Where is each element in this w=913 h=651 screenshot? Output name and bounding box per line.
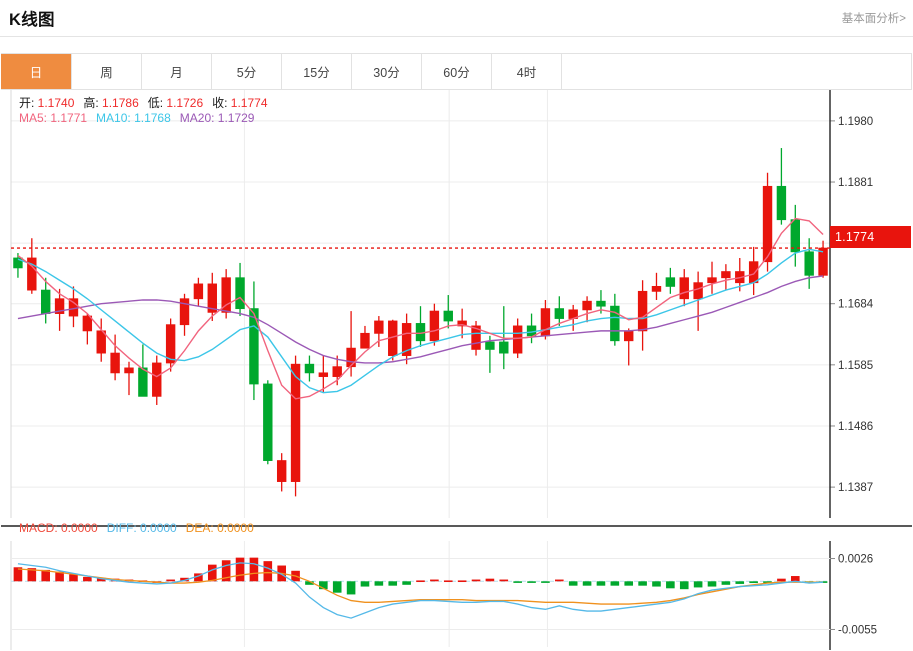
svg-text:1.1486: 1.1486 [838, 421, 873, 433]
fundamental-analysis-link[interactable]: 基本面分析> [841, 13, 906, 25]
svg-text:0.0026: 0.0026 [838, 554, 873, 566]
tab-3[interactable]: 5分 [211, 54, 281, 89]
tab-label: 15分 [303, 66, 330, 80]
tab-2[interactable]: 月 [141, 54, 211, 89]
chart-container[interactable]: 1.19801.18811.17821.16841.15851.14861.13… [1, 89, 912, 650]
kline-chart-svg[interactable]: 1.19801.18811.17821.16841.15851.14861.13… [1, 89, 912, 650]
tab-label: 日 [29, 66, 43, 80]
svg-text:1.1684: 1.1684 [838, 299, 874, 311]
tab-1[interactable]: 周 [71, 54, 141, 89]
svg-text:1.1585: 1.1585 [838, 360, 873, 372]
tab-label: 4时 [516, 66, 537, 80]
tab-label: 5分 [236, 66, 257, 80]
tab-label: 周 [100, 66, 113, 80]
timeframe-tabbar: 日 周 月 5分 15分 30分 60分 4时 [1, 53, 912, 90]
tab-label: 月 [170, 66, 183, 80]
tab-5[interactable]: 30分 [351, 54, 421, 89]
tabbar-filler [561, 54, 911, 89]
tab-6[interactable]: 60分 [421, 54, 491, 89]
svg-text:1.1881: 1.1881 [838, 177, 873, 189]
tab-label: 30分 [373, 66, 400, 80]
svg-text:-0.0055: -0.0055 [838, 624, 877, 636]
current-price-badge: 1.1774 [830, 226, 911, 248]
tab-7[interactable]: 4时 [491, 54, 561, 89]
page-title: K线图 [9, 11, 55, 29]
tab-label: 60分 [443, 66, 470, 80]
tab-4[interactable]: 15分 [281, 54, 351, 89]
page-header: K线图 基本面分析> [0, 0, 913, 37]
tab-0[interactable]: 日 [1, 54, 71, 89]
svg-text:1.1387: 1.1387 [838, 482, 873, 494]
svg-text:1.1980: 1.1980 [838, 116, 873, 128]
